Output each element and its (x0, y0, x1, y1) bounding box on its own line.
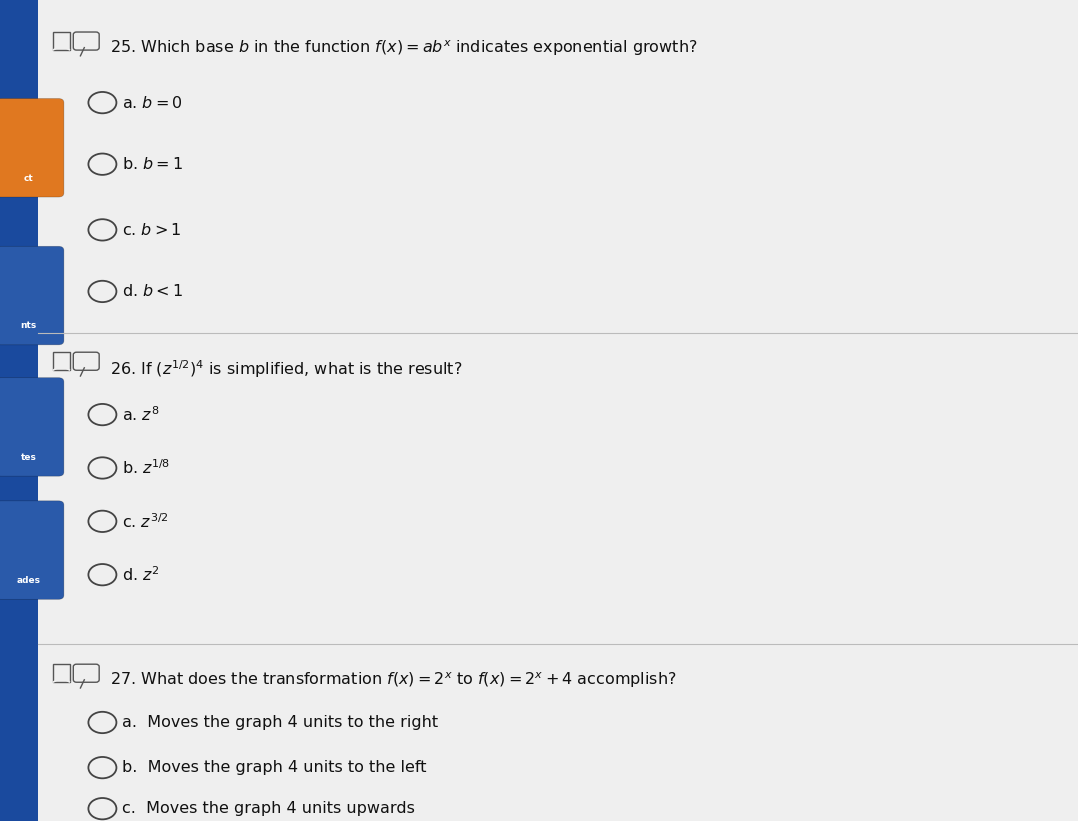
Text: d. $z^2$: d. $z^2$ (122, 566, 160, 584)
Text: ct: ct (24, 174, 33, 182)
FancyBboxPatch shape (0, 501, 64, 599)
Text: a. $b = 0$: a. $b = 0$ (122, 94, 182, 111)
Text: b. $b = 1$: b. $b = 1$ (122, 156, 182, 172)
FancyBboxPatch shape (0, 246, 64, 345)
FancyBboxPatch shape (38, 0, 1078, 821)
Text: c. $z^{3/2}$: c. $z^{3/2}$ (122, 512, 168, 530)
FancyBboxPatch shape (0, 99, 64, 197)
Text: 26. If $(z^{1/2})^4$ is simplified, what is the result?: 26. If $(z^{1/2})^4$ is simplified, what… (110, 359, 462, 380)
Text: tes: tes (20, 453, 37, 461)
Text: 25. Which base $b$ in the function $f(x) = ab^x$ indicates exponential growth?: 25. Which base $b$ in the function $f(x)… (110, 39, 697, 58)
FancyBboxPatch shape (0, 378, 64, 476)
Text: d. $b < 1$: d. $b < 1$ (122, 283, 182, 300)
Text: c.  Moves the graph 4 units upwards: c. Moves the graph 4 units upwards (122, 801, 415, 816)
Text: a.  Moves the graph 4 units to the right: a. Moves the graph 4 units to the right (122, 715, 438, 730)
FancyBboxPatch shape (0, 0, 38, 821)
Text: c. $b > 1$: c. $b > 1$ (122, 222, 181, 238)
Text: b. $z^{1/8}$: b. $z^{1/8}$ (122, 459, 170, 477)
Text: ades: ades (16, 576, 41, 585)
Text: nts: nts (20, 322, 37, 330)
Text: 27. What does the transformation $f(x) = 2^x$ to $f(x) = 2^x + 4$ accomplish?: 27. What does the transformation $f(x) =… (110, 671, 676, 690)
Text: b.  Moves the graph 4 units to the left: b. Moves the graph 4 units to the left (122, 760, 426, 775)
Text: a. $z^8$: a. $z^8$ (122, 406, 160, 424)
